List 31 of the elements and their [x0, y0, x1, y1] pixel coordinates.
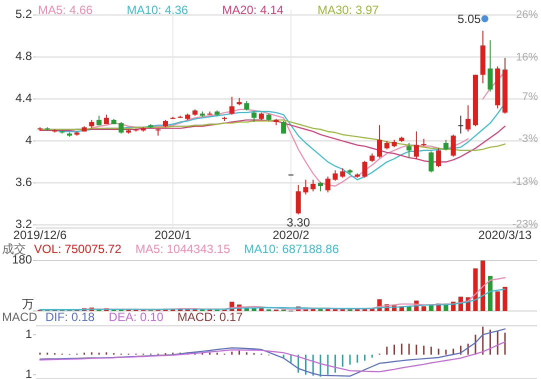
chart-title: MACD [2, 310, 38, 324]
text: MA5: 1044343.15 [135, 242, 230, 256]
y-axis-title: 万 [22, 297, 34, 312]
text: MACD: 0.17 [177, 310, 244, 324]
y-tick-label: 1 [25, 366, 32, 379]
y2-tick-label: -13% [512, 176, 538, 188]
text: DEA: 0.10 [108, 310, 164, 324]
y-tick-label: 3.6 [15, 175, 32, 190]
text: MA10: 4.36 [126, 3, 188, 18]
annotation: 5.05 [458, 12, 482, 26]
text: MA5: 4.66 [38, 3, 94, 18]
y-tick-label: 4.4 [15, 91, 32, 106]
y2-tick-label: -3% [518, 133, 538, 146]
y2-tick-label: 16% [516, 52, 538, 64]
y-tick-label: 5.2 [15, 7, 32, 22]
text: VOL: 750075.72 [34, 242, 122, 256]
x-tick-label: 2020/1 [154, 228, 192, 242]
y2-tick-label: -23% [512, 218, 538, 231]
text: MA30: 3.97 [317, 3, 380, 18]
x-tick-label: 2020/2 [272, 228, 310, 242]
text: MA20: 4.14 [222, 3, 284, 18]
y-tick-label: 4.8 [15, 49, 32, 64]
text: MA10: 687188.86 [244, 242, 340, 256]
y2-tick-label: 26% [516, 8, 538, 21]
y-tick-label: 1 [25, 326, 32, 341]
chart-title: 成交 [2, 242, 26, 256]
y2-tick-label: 7% [522, 91, 538, 104]
y-tick-label: 4 [25, 133, 32, 148]
x-tick-label: 2020/3/13 [478, 228, 532, 242]
text: DIF: 0.18 [45, 310, 96, 324]
annotation-marker: 3.30 [286, 216, 310, 230]
